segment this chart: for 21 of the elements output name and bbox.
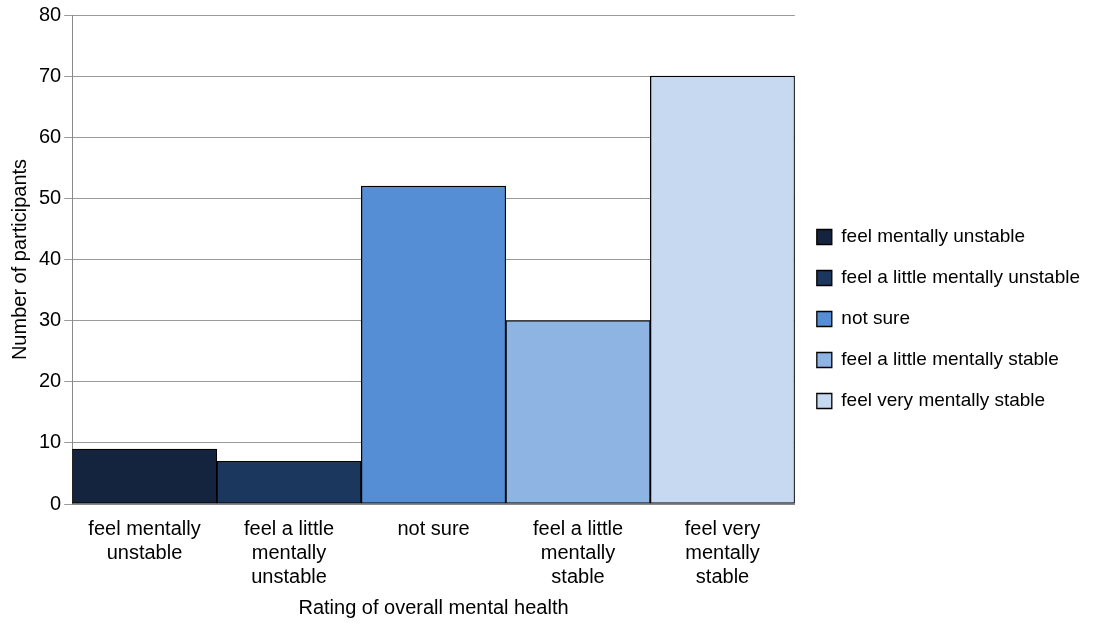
legend-label: feel a little mentally stable: [841, 348, 1059, 370]
y-tick-label: 0: [50, 491, 62, 514]
y-tick-label: 60: [39, 124, 62, 147]
legend-label: feel a little mentally unstable: [841, 266, 1080, 288]
legend-label: not sure: [841, 307, 910, 329]
x-tick-label: feel a little mentally unstable: [243, 516, 335, 587]
x-tick-label: feel a little mentally stable: [533, 516, 624, 587]
y-tick-label: 20: [39, 369, 62, 392]
y-tick-label: 30: [39, 308, 62, 331]
y-tick-label: 80: [39, 2, 62, 25]
x-axis-title: Rating of overall mental health: [298, 595, 569, 618]
legend-label: feel mentally unstable: [841, 225, 1026, 247]
y-axis-title: Number of participants: [7, 158, 30, 361]
y-tick-label: 70: [39, 63, 62, 86]
legend-label: feel very mentally stable: [841, 389, 1046, 411]
y-tick-label: 10: [39, 430, 62, 453]
y-tick-label: 40: [39, 247, 62, 270]
x-tick-label: feel very mentally stable: [684, 516, 761, 587]
y-tick-label: 50: [39, 185, 62, 208]
x-tick-label: feel mentally unstable: [88, 516, 201, 563]
x-tick-label: not sure: [397, 516, 470, 539]
